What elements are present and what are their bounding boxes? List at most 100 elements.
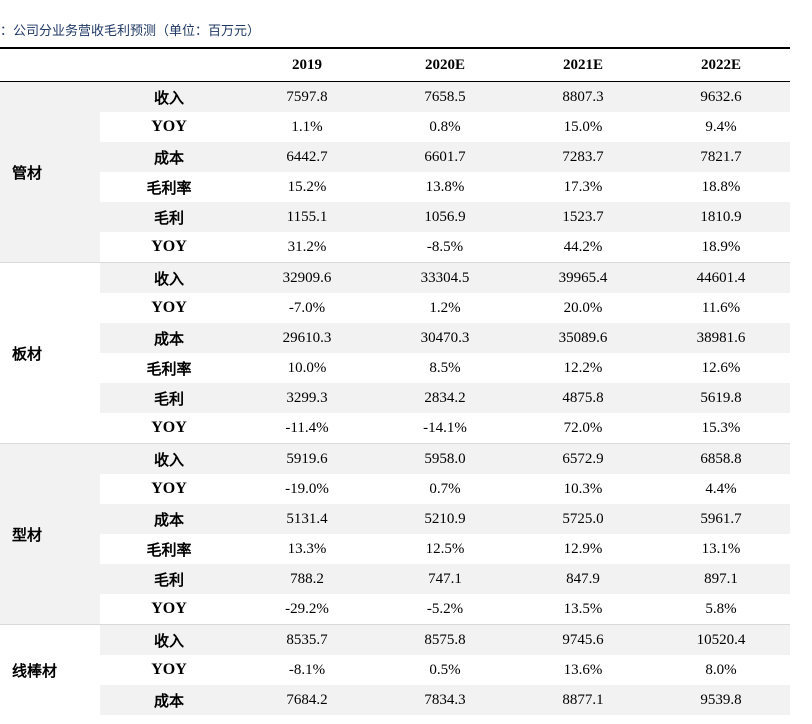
- row-item-label: YOY: [151, 238, 187, 255]
- row-item-label: 收入: [100, 624, 238, 655]
- value-cell: 33304.5: [376, 262, 514, 293]
- value-cell: 8807.3: [514, 81, 652, 112]
- value-cell: 9632.6: [652, 81, 790, 112]
- table-row: 板材 收入 32909.6 33304.5 39965.4 44601.4: [0, 262, 790, 444]
- value-cell: 5725.0: [514, 504, 652, 534]
- row-item-label: 毛利: [100, 383, 238, 413]
- value-cell: 13.1%: [701, 540, 741, 557]
- value-cell: 44.2%: [563, 238, 603, 255]
- header-cell-2021e: 2021E: [514, 47, 652, 82]
- value-cell: 8877.1: [514, 685, 652, 715]
- value-cell: -19.0%: [285, 480, 329, 497]
- table-row: 毛利 1155.1 1056.9 1523.7 1810.9: [0, 202, 790, 232]
- value-cell: 39965.4: [514, 262, 652, 293]
- value-cell: 30470.3: [376, 323, 514, 353]
- value-cell: 5210.9: [376, 504, 514, 534]
- value-cell: -8.1%: [288, 661, 326, 678]
- forecast-table: 2019 2020E 2021E 2022E 管材 收入 7597.8 7658.5 8…: [0, 47, 790, 715]
- value-cell: 12.2%: [563, 359, 603, 376]
- value-cell: 0.5%: [429, 661, 461, 678]
- row-item-label: 成本: [100, 142, 238, 172]
- row-item-label: YOY: [151, 419, 187, 436]
- value-cell: 6601.7: [376, 142, 514, 172]
- table-row: 管材 收入 7597.8 7658.5 8807.3 9632.6: [0, 81, 790, 263]
- value-cell: 29610.3: [238, 323, 376, 353]
- header-row: 2019 2020E 2021E 2022E: [0, 47, 790, 82]
- value-cell: 1.2%: [429, 299, 461, 316]
- row-item-label: 毛利率: [146, 359, 192, 378]
- value-cell: 15.2%: [287, 178, 327, 195]
- header-cell-2022e: 2022E: [652, 47, 790, 82]
- value-cell: 9.4%: [705, 118, 737, 135]
- value-cell: 1523.7: [514, 202, 652, 232]
- segment-label: 管材: [0, 81, 100, 263]
- value-cell: 2834.2: [376, 383, 514, 413]
- row-item-label: 成本: [100, 504, 238, 534]
- segment-label: 型材: [0, 443, 100, 625]
- table-row: YOY -7.0% 1.2% 20.0% 11.6%: [0, 293, 790, 323]
- value-cell: 17.3%: [563, 178, 603, 195]
- value-cell: 5961.7: [652, 504, 790, 534]
- value-cell: 18.9%: [701, 238, 741, 255]
- value-cell: -8.5%: [426, 238, 464, 255]
- table-row: 毛利率 13.3% 12.5% 12.9% 13.1%: [0, 534, 790, 564]
- value-cell: 6858.8: [652, 443, 790, 474]
- value-cell: 13.8%: [425, 178, 465, 195]
- segment-label: 线棒材: [0, 624, 100, 715]
- value-cell: 4.4%: [705, 480, 737, 497]
- value-cell: 9745.6: [514, 624, 652, 655]
- value-cell: 12.5%: [425, 540, 465, 557]
- value-cell: 7658.5: [376, 81, 514, 112]
- row-item-label: YOY: [151, 299, 187, 316]
- value-cell: 4875.8: [514, 383, 652, 413]
- value-cell: 35089.6: [514, 323, 652, 353]
- row-item-label: YOY: [151, 600, 187, 617]
- value-cell: -11.4%: [285, 419, 329, 436]
- value-cell: 5619.8: [652, 383, 790, 413]
- value-cell: 1810.9: [652, 202, 790, 232]
- row-item-label: 成本: [100, 685, 238, 715]
- header-cell-item: [100, 47, 238, 82]
- value-cell: -5.2%: [426, 600, 464, 617]
- value-cell: 5.8%: [705, 600, 737, 617]
- value-cell: 747.1: [376, 564, 514, 594]
- value-cell: 44601.4: [652, 262, 790, 293]
- table-row: 毛利率 10.0% 8.5% 12.2% 12.6%: [0, 353, 790, 383]
- value-cell: 7821.7: [652, 142, 790, 172]
- value-cell: 18.8%: [701, 178, 741, 195]
- table-row: YOY 31.2% -8.5% 44.2% 18.9%: [0, 232, 790, 263]
- value-cell: 3299.3: [238, 383, 376, 413]
- value-cell: 11.6%: [701, 299, 741, 316]
- value-cell: 15.0%: [563, 118, 603, 135]
- value-cell: 8535.7: [238, 624, 376, 655]
- value-cell: 32909.6: [238, 262, 376, 293]
- value-cell: 847.9: [514, 564, 652, 594]
- table-row: 成本 6442.7 6601.7 7283.7 7821.7: [0, 142, 790, 172]
- header-cell-2019: 2019: [238, 47, 376, 82]
- table-row: 毛利 3299.3 2834.2 4875.8 5619.8: [0, 383, 790, 413]
- value-cell: 7283.7: [514, 142, 652, 172]
- table-header: 2019 2020E 2021E 2022E: [0, 47, 790, 82]
- row-item-label: 收入: [100, 443, 238, 474]
- row-item-label: 毛利: [100, 202, 238, 232]
- row-item-label: 收入: [100, 262, 238, 293]
- row-item-label: 毛利: [100, 564, 238, 594]
- value-cell: 12.6%: [701, 359, 741, 376]
- value-cell: 1056.9: [376, 202, 514, 232]
- row-item-label: YOY: [151, 661, 187, 678]
- table-row: YOY -8.1% 0.5% 13.6% 8.0%: [0, 655, 790, 685]
- value-cell: 8.0%: [705, 661, 737, 678]
- value-cell: 0.8%: [429, 118, 461, 135]
- row-item-label: 毛利率: [146, 178, 192, 197]
- table-row: YOY -19.0% 0.7% 10.3% 4.4%: [0, 474, 790, 504]
- value-cell: -7.0%: [288, 299, 326, 316]
- header-cell-segment: [0, 47, 100, 82]
- value-cell: 10.0%: [287, 359, 327, 376]
- value-cell: -29.2%: [285, 600, 329, 617]
- value-cell: 1.1%: [291, 118, 323, 135]
- value-cell: 6572.9: [514, 443, 652, 474]
- value-cell: 13.6%: [563, 661, 603, 678]
- value-cell: 10.3%: [563, 480, 603, 497]
- table-row: YOY 1.1% 0.8% 15.0% 9.4%: [0, 112, 790, 142]
- value-cell: -14.1%: [423, 419, 467, 436]
